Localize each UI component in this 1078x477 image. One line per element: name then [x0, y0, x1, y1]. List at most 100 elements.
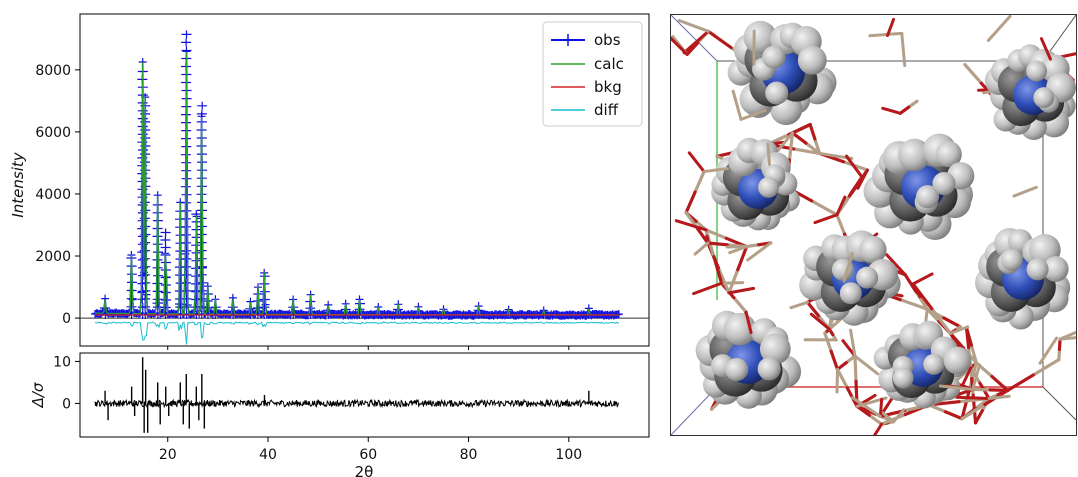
legend-diff-label: diff [594, 101, 619, 119]
y-axis-label: Intensity [9, 151, 27, 217]
residual-plot-frame [79, 352, 650, 438]
front-bond [702, 166, 729, 174]
x-tick-label-80: 80 [460, 447, 478, 463]
legend-obs-label: obs [594, 31, 621, 49]
o-si-bond [911, 282, 934, 311]
si-o-bond [880, 412, 907, 426]
o-si-bond [736, 245, 749, 272]
front-bond [766, 142, 771, 166]
rietveld-plot: 0 2000 4000 6000 8000 0 10 20 40 60 80 100 Intensi… [9, 13, 650, 477]
tetramethylammonium-cations [695, 20, 1076, 409]
o-si-bond [1057, 337, 1062, 351]
front-bond [938, 384, 975, 391]
bond-stub [677, 18, 710, 33]
bond-stub [674, 219, 708, 232]
residual-series [94, 398, 619, 409]
si-o-bond [867, 413, 884, 426]
si-o-bond [853, 354, 858, 383]
diff-series [94, 321, 620, 345]
hydrogen-atom [797, 45, 827, 75]
bond-stub [885, 253, 907, 277]
o-si-bond [805, 300, 821, 318]
y-tick-label-0: 0 [62, 311, 71, 327]
front-bond [835, 195, 847, 217]
si-o-bond [927, 403, 948, 414]
o-si-bond [685, 41, 700, 57]
front-bond [739, 109, 767, 121]
bond-stub [900, 31, 907, 67]
o-si-bond [964, 326, 971, 350]
hydrogen-atom [759, 333, 791, 365]
front-bond [842, 251, 854, 283]
si-o-bond [973, 396, 991, 411]
tma-cation-3 [863, 133, 975, 241]
si-o-bond [971, 387, 992, 392]
si-o-bond [925, 307, 941, 323]
bond-stub [955, 395, 991, 401]
o-si-bond [973, 409, 984, 425]
bond-stub [960, 366, 973, 388]
o-si-bond [960, 389, 971, 421]
bond-stub [720, 281, 745, 285]
tma-cation-6 [873, 320, 972, 409]
o-si-bond [808, 122, 817, 141]
y-tick-label-6000: 6000 [35, 125, 71, 141]
hydrogen-atom [932, 172, 956, 196]
si-o-bond [1057, 347, 1062, 362]
o-si-bond [684, 190, 697, 215]
front-bond [692, 281, 724, 296]
si-o-bond [823, 331, 833, 353]
bond-stub [986, 15, 1012, 42]
bond-stub [731, 89, 743, 121]
hydrogen-atom [859, 235, 887, 264]
o-si-bond [706, 241, 729, 247]
hydrogen-atom [1026, 60, 1048, 82]
front-bond [746, 241, 773, 262]
hydrogen-atom [892, 367, 914, 389]
bond-stub [809, 312, 831, 331]
front-bond [1039, 37, 1052, 61]
si-o-bond [835, 213, 847, 236]
y-tick-label-4000: 4000 [35, 187, 71, 203]
o-si-bond [988, 388, 1010, 393]
tma-cation-7 [695, 310, 802, 409]
front-bond [687, 151, 706, 174]
si-o-bond [907, 99, 919, 109]
bond-stub [841, 339, 857, 358]
bond-stub [872, 422, 884, 435]
si-o-bond [918, 294, 929, 311]
front-bond [671, 36, 689, 56]
bond-stub [693, 241, 710, 256]
hydrogen-atom [762, 45, 786, 69]
si-o-bond [898, 298, 929, 311]
si-o-bond [813, 137, 822, 156]
hydrogen-atom [1042, 256, 1069, 282]
o-si-bond [990, 374, 1010, 393]
front-bond [813, 213, 839, 225]
bond-stub [948, 325, 970, 335]
hydrogen-atom [856, 266, 879, 289]
hydrogen-atom [758, 176, 780, 198]
legend-box [542, 21, 643, 127]
tma-cation-1 [984, 44, 1076, 141]
legend-bkg-label: bkg [594, 78, 622, 96]
legend: obs calc bkg diff [542, 21, 643, 127]
bond-stub [856, 168, 869, 190]
tma-cation-0 [727, 20, 837, 126]
x-axis-label: 2θ [355, 463, 374, 477]
hydrogen-atom [1000, 248, 1023, 271]
bond-stub [849, 175, 864, 196]
x-tick-label-100: 100 [555, 447, 582, 463]
o-si-bond [1006, 373, 1035, 393]
hydrogen-atom [765, 81, 789, 105]
bond-stub [789, 300, 809, 310]
bond-stub [728, 245, 749, 255]
front-bond [853, 354, 880, 376]
si-o-bond [727, 268, 740, 295]
si-o-bond [963, 62, 983, 85]
hydrogen-atom [923, 353, 945, 375]
res-y-tick-label-0: 0 [62, 396, 71, 412]
front-bond [845, 154, 864, 179]
si-o-bond [732, 296, 748, 314]
x-tick-label-20: 20 [159, 447, 177, 463]
